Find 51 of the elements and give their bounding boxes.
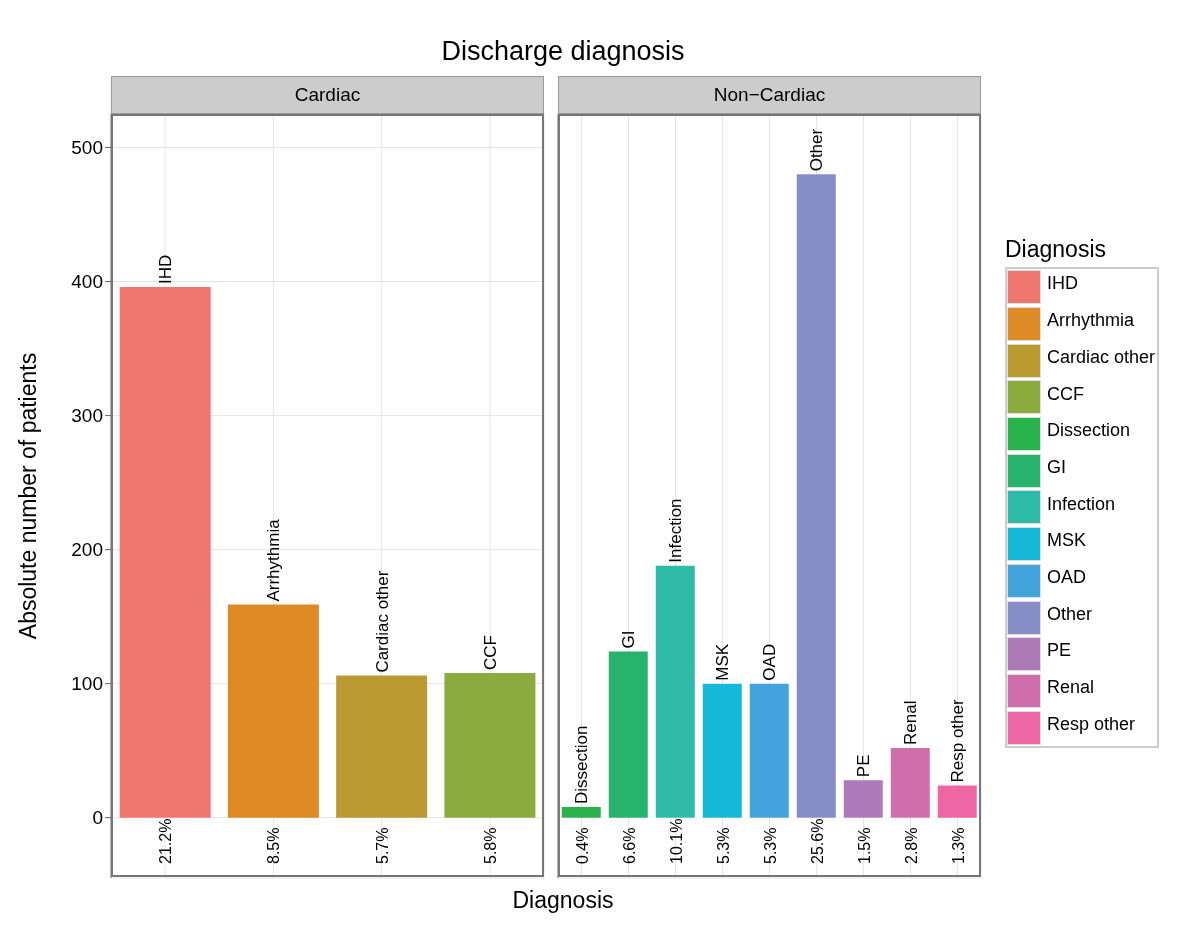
text: Renal <box>901 700 921 745</box>
text: OAD <box>760 643 780 681</box>
x-tick-label: 5.3% <box>761 827 779 864</box>
text: Other <box>807 128 827 172</box>
x-tick-label: 5.8% <box>481 827 499 864</box>
x-tick-label: 0.4% <box>573 827 591 864</box>
legend-label: PE <box>1047 639 1072 663</box>
legend-label: Other <box>1047 602 1094 626</box>
text: PE <box>854 754 874 778</box>
legend-label: MSK <box>1047 529 1087 553</box>
y-tick-label: 100 <box>71 673 103 695</box>
chart-subtitle: Non−Cardiac <box>558 76 981 114</box>
legend-label: IHD <box>1047 272 1079 296</box>
legend-title: Diagnosis <box>1005 236 1107 263</box>
legend-label: Infection <box>1047 492 1117 516</box>
chart-title: Discharge diagnosis <box>440 35 686 68</box>
y-tick-label: 0 <box>92 807 103 829</box>
y-tick-label: 300 <box>71 405 103 427</box>
text: Resp other <box>948 699 968 783</box>
legend-label: Renal <box>1047 676 1096 699</box>
text: IHD <box>156 254 176 284</box>
y-tick-label: 400 <box>71 271 103 293</box>
y-axis-title: Absolute number of patients <box>15 352 42 640</box>
legend-label: Arrhythmia <box>1047 309 1136 333</box>
x-tick-label: 2.8% <box>902 827 920 864</box>
x-tick-label: 21.2% <box>157 818 175 864</box>
text: GI <box>619 630 639 649</box>
text: Infection <box>666 498 686 563</box>
x-tick-label: 25.6% <box>808 818 826 864</box>
text: Arrhythmia <box>264 519 284 602</box>
chart-subtitle: Cardiac <box>111 76 544 114</box>
text: MSK <box>713 643 733 681</box>
legend-label: OAD <box>1047 565 1087 589</box>
x-tick-label: 1.3% <box>949 827 967 864</box>
legend-label: Cardiac other <box>1047 345 1156 369</box>
x-tick-label: 8.5% <box>265 827 283 864</box>
legend-label: GI <box>1047 455 1067 479</box>
x-tick-label: 1.5% <box>855 827 873 864</box>
text: Cardiac other <box>372 570 392 673</box>
x-tick-label: 5.7% <box>373 827 391 864</box>
legend-label: CCF <box>1047 382 1085 406</box>
x-tick-label: 6.6% <box>620 827 638 864</box>
text: Dissection <box>572 725 592 804</box>
x-tick-label: 5.3% <box>714 827 732 864</box>
y-tick-label: 200 <box>71 539 103 561</box>
text: CCF <box>480 634 500 670</box>
x-tick-label: 10.1% <box>667 818 685 864</box>
legend-label: Resp other <box>1047 712 1137 736</box>
x-axis-title: Diagnosis <box>511 887 615 914</box>
legend-label: Dissection <box>1047 419 1132 443</box>
y-tick-label: 500 <box>71 137 103 159</box>
